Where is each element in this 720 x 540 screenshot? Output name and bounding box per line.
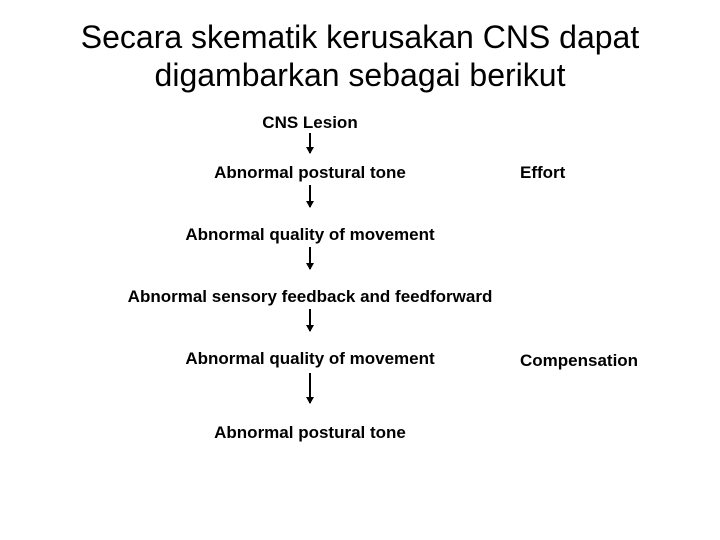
flow-node-5: Abnormal postural tone [214, 423, 406, 443]
flow-arrow-3 [309, 309, 311, 331]
slide-title: Secara skematik kerusakan CNS dapat diga… [0, 0, 720, 103]
flow-arrow-1 [309, 185, 311, 207]
side-label-1: Compensation [520, 351, 638, 371]
side-label-0: Effort [520, 163, 565, 183]
flow-node-2: Abnormal quality of movement [185, 225, 434, 245]
flow-node-4: Abnormal quality of movement [185, 349, 434, 369]
flow-node-0: CNS Lesion [262, 113, 357, 133]
flow-node-1: Abnormal postural tone [214, 163, 406, 183]
flow-arrow-2 [309, 247, 311, 269]
flow-node-3: Abnormal sensory feedback and feedforwar… [128, 287, 493, 307]
flow-arrow-4 [309, 373, 311, 403]
flow-arrow-0 [309, 133, 311, 153]
